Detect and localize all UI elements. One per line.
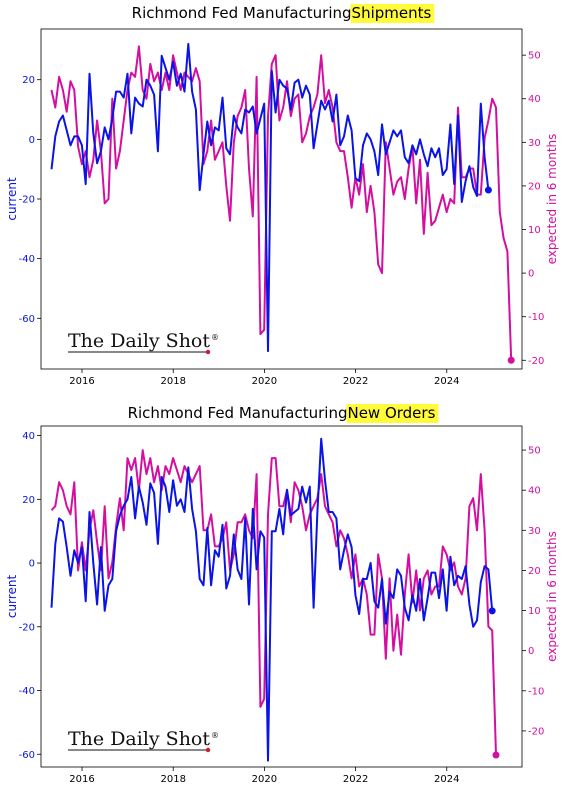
series-end-marker-expected [492,751,500,759]
series-end-marker-expected [507,356,515,364]
chart-title-prefix: Richmond Fed Manufacturing [132,4,352,22]
y-right-tick-label: 0 [528,646,534,657]
y-right-tick-label: 20 [528,181,541,192]
y-left-tick-label: -60 [19,314,35,325]
y-left-axis-label: current [5,177,19,221]
x-tick-label: 2022 [343,376,368,387]
y-right-tick-label: 40 [528,94,541,105]
y-right-tick-label: 50 [528,51,541,62]
chart-panel-new-orders: Richmond Fed Manufacturing New Orders 201… [0,397,564,795]
y-left-tick-label: -40 [19,686,35,697]
series-current [50,42,492,353]
y-right-tick-label: -20 [528,726,544,737]
title-highlight-box [350,4,435,23]
chart-title-highlight: New Orders [347,404,435,422]
chart-title: Richmond Fed Manufacturing New Orders [128,404,439,423]
y-left-tick-label: 20 [22,495,35,506]
x-tick-label: 2024 [434,376,459,387]
y-right-tick-label: -10 [528,312,544,323]
title-highlight-box [346,404,439,423]
watermark-registered-mark: ® [211,731,219,740]
chart-new-orders: Richmond Fed Manufacturing New Orders201… [5,404,559,785]
y-right-tick-label: -20 [528,356,544,367]
y-left-axis-label: current [5,575,19,619]
series-expected [50,449,500,759]
series-line-current [50,437,494,762]
y-left-tick-label: -20 [19,195,35,206]
x-tick-label: 2020 [252,376,277,387]
y-right-tick-label: 30 [528,526,541,537]
chart-shipments: Richmond Fed Manufacturing Shipments 2016… [5,4,559,387]
y-right-tick-label: 50 [528,446,541,457]
x-tick-label: 2024 [434,774,459,785]
watermark-dot [205,747,211,753]
daily-shot-watermark: The Daily Shot ® [68,728,219,753]
series-current [50,437,496,762]
y-left-tick-label: -60 [19,750,35,761]
series-end-marker-current [484,186,492,194]
y-right-tick-label: 20 [528,566,541,577]
series-line-current [50,42,490,353]
x-tick-label: 2018 [160,376,185,387]
x-tick-label: 2016 [69,376,94,387]
watermark-registered-mark: ® [211,333,219,342]
y-right-tick-label: 10 [528,225,541,236]
watermark-dot [205,349,211,355]
y-left-tick-label: 0 [29,559,35,570]
plot-frame [40,425,523,768]
chart-panel-shipments: Richmond Fed Manufacturing Shipments 2016… [0,0,564,397]
y-left-tick-label: 20 [22,75,35,86]
x-tick-label: 2022 [343,774,368,785]
watermark-text: The Daily Shot [68,330,210,352]
y-right-tick-label: 30 [528,138,541,149]
series-end-marker-current [488,607,496,615]
daily-shot-watermark: The Daily Shot ® [68,330,219,355]
y-right-tick-label: -10 [528,686,544,697]
y-left-tick-label: -20 [19,622,35,633]
chart-title: Richmond Fed Manufacturing Shipments [132,4,435,23]
chart-title-prefix: Richmond Fed Manufacturing [128,404,348,422]
y-left-tick-label: -40 [19,254,35,265]
y-right-tick-label: 0 [528,269,534,280]
y-left-tick-label: 40 [22,431,35,442]
series-line-expected [50,449,497,756]
watermark-text: The Daily Shot [68,728,210,750]
chart-title-highlight: Shipments [352,4,432,22]
y-right-axis-label: expected in 6 months [545,531,559,662]
y-right-tick-label: 10 [528,606,541,617]
y-left-tick-label: 0 [29,135,35,146]
y-right-tick-label: 40 [528,486,541,497]
x-tick-label: 2016 [69,774,94,785]
x-tick-label: 2018 [160,774,185,785]
y-right-axis-label: expected in 6 months [545,134,559,265]
x-tick-label: 2020 [252,774,277,785]
